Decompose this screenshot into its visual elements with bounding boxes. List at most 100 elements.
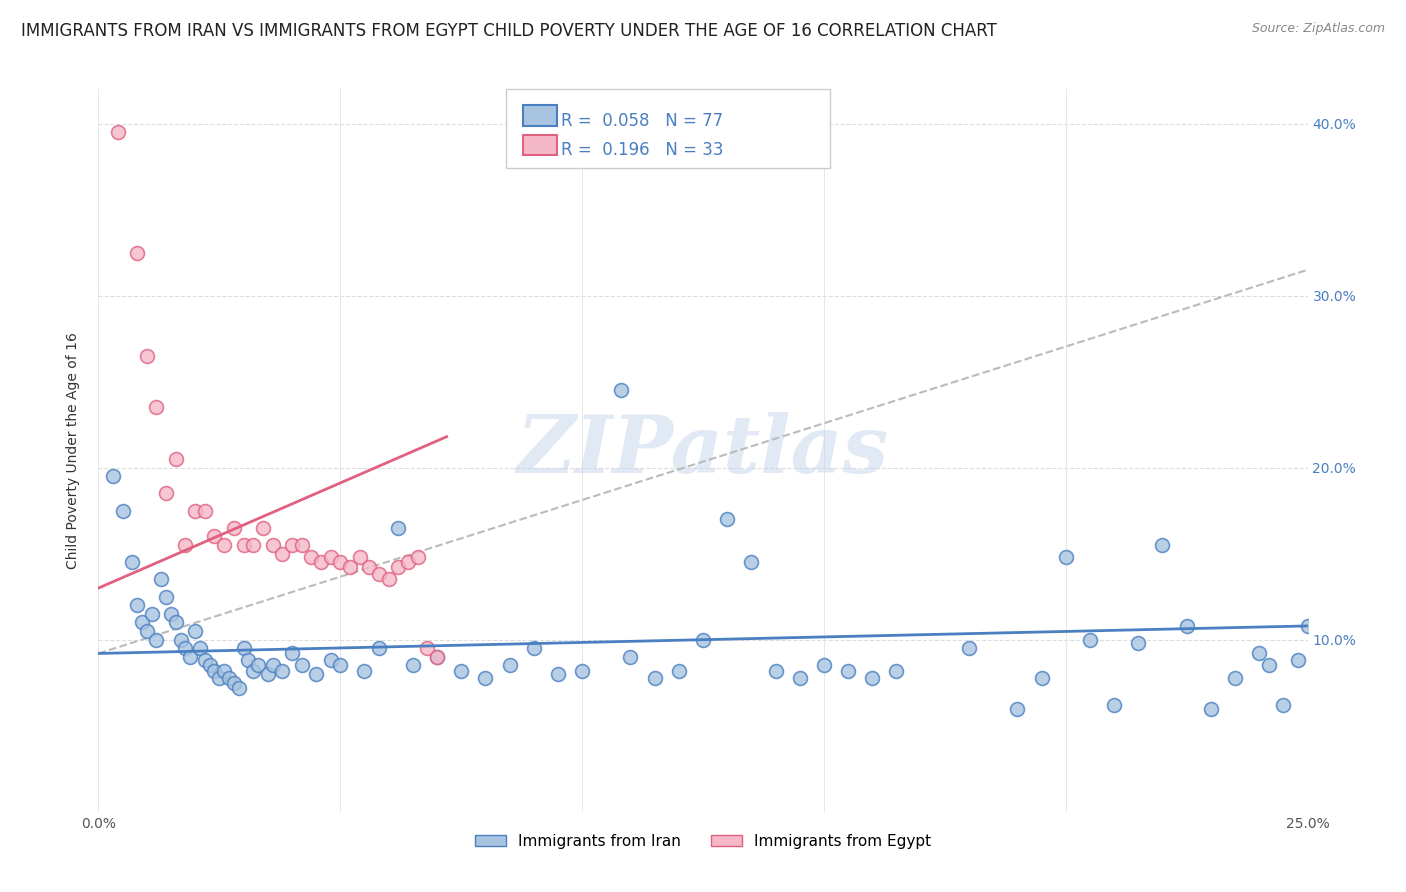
Point (1031, 671, 1053, 685)
Point (319, 653, 342, 667)
Point (571, 664, 593, 678)
Point (271, 547, 294, 561)
Point (281, 647, 304, 661)
Point (174, 641, 197, 656)
Point (1272, 698, 1295, 712)
Point (1054, 550, 1077, 565)
Point (1128, 636, 1150, 650)
Point (242, 664, 264, 678)
Point (406, 550, 429, 565)
Point (319, 550, 342, 565)
Point (789, 671, 811, 685)
Point (165, 615, 187, 630)
Point (179, 649, 201, 664)
Point (1223, 671, 1246, 685)
Point (426, 649, 449, 664)
Point (242, 538, 264, 552)
Point (204, 664, 226, 678)
Point (208, 671, 231, 685)
Point (1175, 619, 1198, 633)
Point (837, 664, 859, 678)
Point (368, 567, 391, 582)
Point (212, 538, 235, 552)
Point (1007, 701, 1029, 715)
Point (212, 664, 235, 678)
Point (222, 675, 245, 690)
Point (145, 632, 167, 647)
Point (402, 658, 425, 673)
Point (353, 664, 375, 678)
Point (377, 573, 399, 587)
Point (150, 573, 173, 587)
Point (716, 512, 738, 526)
Point (252, 521, 274, 535)
Point (290, 538, 312, 552)
Point (256, 667, 278, 681)
Point (1296, 619, 1319, 633)
Point (1102, 698, 1125, 712)
Point (184, 624, 207, 639)
Point (416, 641, 439, 656)
Point (247, 658, 270, 673)
Point (127, 245, 149, 260)
Point (228, 681, 250, 695)
Point (668, 664, 690, 678)
Text: Source: ZipAtlas.com: Source: ZipAtlas.com (1251, 22, 1385, 36)
Point (111, 503, 134, 517)
Point (309, 555, 332, 569)
Point (349, 550, 371, 565)
Point (740, 555, 762, 569)
Point (1257, 658, 1279, 673)
Point (169, 632, 191, 647)
Point (174, 538, 197, 552)
Text: IMMIGRANTS FROM IRAN VS IMMIGRANTS FROM EGYPT CHILD POVERTY UNDER THE AGE OF 16 : IMMIGRANTS FROM IRAN VS IMMIGRANTS FROM … (21, 22, 997, 40)
Point (368, 641, 391, 656)
Point (396, 555, 419, 569)
Point (957, 641, 980, 656)
Text: ZIPatlas: ZIPatlas (517, 412, 889, 489)
Point (426, 649, 449, 664)
Point (194, 503, 217, 517)
Point (474, 671, 496, 685)
Point (101, 469, 124, 483)
Point (1249, 647, 1271, 661)
Point (619, 649, 641, 664)
Point (222, 521, 245, 535)
Point (329, 658, 352, 673)
Point (194, 653, 217, 667)
Point (281, 538, 304, 552)
Point (692, 632, 714, 647)
Point (387, 521, 409, 535)
Point (262, 538, 284, 552)
Point (131, 615, 153, 630)
Point (359, 560, 381, 574)
Point (135, 349, 157, 363)
Point (204, 529, 226, 543)
Point (218, 671, 240, 685)
Point (232, 538, 254, 552)
Legend: Immigrants from Iran, Immigrants from Egypt: Immigrants from Iran, Immigrants from Eg… (468, 828, 938, 855)
Text: R =  0.196   N = 33: R = 0.196 N = 33 (561, 141, 724, 159)
Point (290, 658, 312, 673)
Point (165, 452, 187, 467)
Point (813, 658, 835, 673)
Point (121, 555, 143, 569)
Point (141, 607, 163, 621)
Point (155, 590, 177, 604)
Point (155, 486, 177, 500)
Point (387, 560, 409, 574)
Point (498, 658, 520, 673)
Point (1199, 701, 1222, 715)
Point (1152, 538, 1174, 552)
Point (886, 664, 908, 678)
Point (271, 664, 294, 678)
Point (450, 664, 472, 678)
Point (127, 599, 149, 613)
Point (188, 641, 211, 656)
Point (860, 671, 883, 685)
Y-axis label: Child Poverty Under the Age of 16: Child Poverty Under the Age of 16 (66, 332, 80, 569)
Point (232, 641, 254, 656)
Point (339, 560, 361, 574)
Point (299, 550, 322, 565)
Point (1078, 632, 1101, 647)
